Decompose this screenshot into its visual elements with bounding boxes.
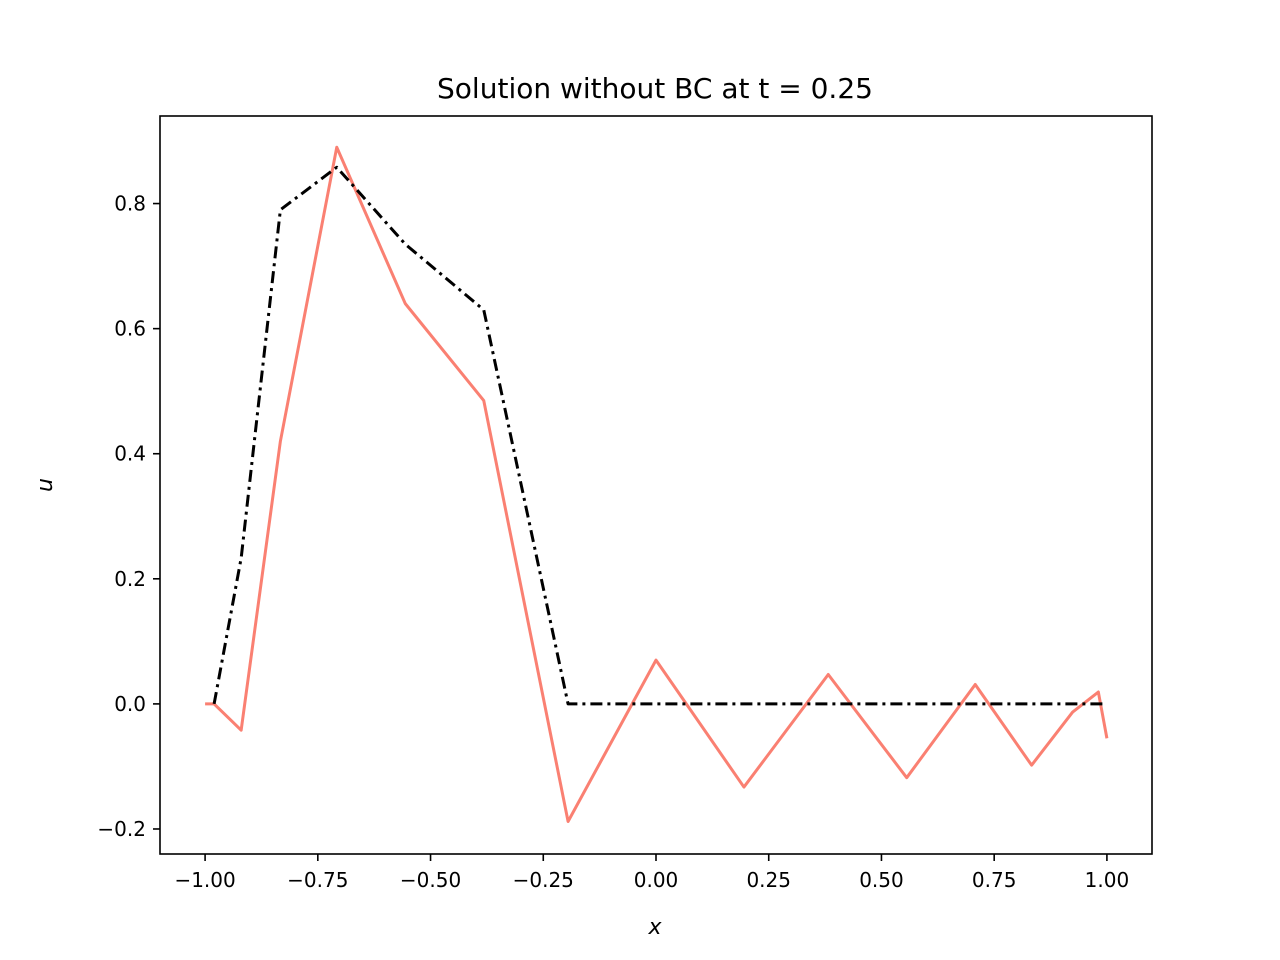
x-tick-label: −0.25 bbox=[513, 868, 574, 892]
x-tick-label: 0.25 bbox=[746, 868, 791, 892]
y-axis-label: u bbox=[33, 478, 58, 492]
x-tick-label: 0.00 bbox=[634, 868, 679, 892]
x-tick-label: −0.75 bbox=[287, 868, 348, 892]
y-tick-label: 0.0 bbox=[114, 692, 146, 716]
chart-title: Solution without BC at t = 0.25 bbox=[437, 72, 873, 105]
x-axis-label: x bbox=[647, 915, 662, 940]
y-axis: −0.2 0.0 0.2 0.4 0.6 0.8 bbox=[97, 192, 160, 841]
x-tick-label: −1.00 bbox=[174, 868, 235, 892]
y-tick-label: 0.2 bbox=[114, 567, 146, 591]
x-tick-label: 1.00 bbox=[1085, 868, 1130, 892]
series-line-1 bbox=[205, 145, 1109, 823]
y-tick-label: 0.8 bbox=[114, 192, 146, 216]
y-tick-label: 0.4 bbox=[114, 442, 146, 466]
x-tick-label: 0.75 bbox=[972, 868, 1017, 892]
x-tick-label: 0.50 bbox=[859, 868, 904, 892]
y-tick-label: 0.6 bbox=[114, 317, 146, 341]
series-line-2 bbox=[212, 165, 1107, 706]
y-tick-label: −0.2 bbox=[97, 817, 146, 841]
x-tick-label: −0.50 bbox=[400, 868, 461, 892]
x-axis: −1.00 −0.75 −0.50 −0.25 0.00 0.25 0.50 0.75 1.00 bbox=[174, 854, 1129, 892]
series-layer bbox=[205, 145, 1109, 823]
